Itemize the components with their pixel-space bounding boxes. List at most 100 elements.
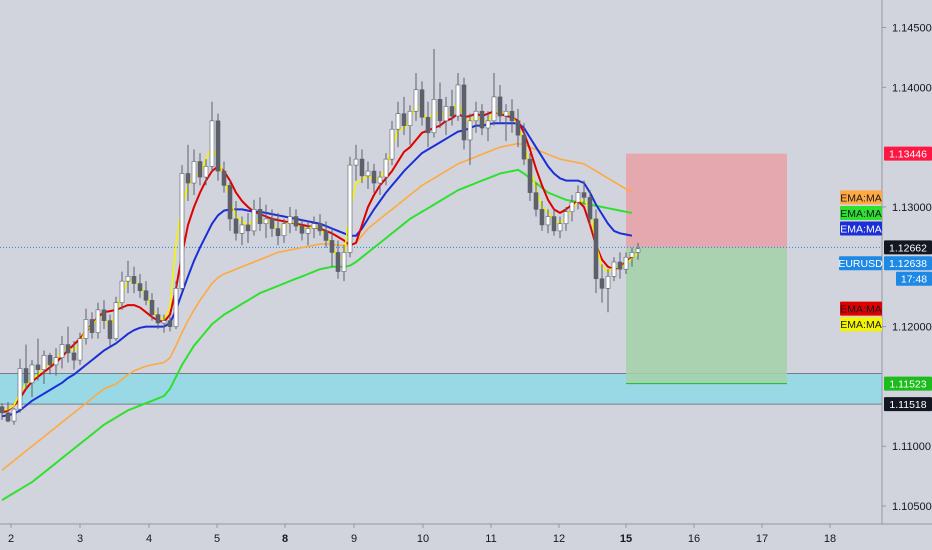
candle-body [503,110,509,117]
time-tick-label: 15 [620,533,632,545]
price-tag-label: EMA:MA [840,192,881,204]
candle-body [71,352,77,361]
candle-body [377,176,383,184]
price-tick-label: 1.14000 [892,82,932,94]
candle-body [251,209,257,232]
candle-body [533,192,539,210]
candle-body [137,283,143,292]
price-tag-label: 1.11523 [889,379,926,391]
candle-body [389,128,395,160]
candle-body [149,299,155,315]
price-tag-bg [896,271,932,286]
ema-blue-line [1,122,633,418]
price-tick-label: 1.13000 [892,202,932,214]
zones-layer [0,153,882,405]
candle-body [611,261,617,277]
price-tag-label: EMA:MA [840,319,881,331]
candle-body [227,185,233,220]
candle-body [527,158,533,193]
candle-body [101,309,107,321]
candle-body [539,209,545,226]
ema-orange-line [1,142,633,471]
candle-body [329,240,335,253]
candle-body [167,320,173,327]
candle-body [77,338,83,361]
price-tag-label: 1.13446 [889,149,927,161]
candle-body [485,120,491,129]
candle-body [173,288,179,327]
price-tick-label: 1.12000 [892,322,932,334]
price-axis[interactable]: 1.14500 1.14000 1.13000 1.12000 1.11000 1.105… [881,0,932,524]
candle-body [305,228,311,234]
ema-green-line [1,168,633,501]
price-tag-bg [840,221,882,236]
candle-body [233,218,239,234]
candle-body [509,110,515,122]
candle-body [623,256,629,270]
candle-body [341,252,347,272]
candle-body [575,192,581,203]
candle-body [35,364,41,370]
candle-body [221,170,227,186]
candle-body [191,161,197,184]
candle-body [263,218,269,225]
candle-body [521,134,527,160]
candle-body [239,224,245,234]
candle-body [431,98,437,134]
candle-body [89,319,95,333]
candle-body [323,230,329,241]
candle-body [65,344,71,354]
candle-body [269,218,275,229]
time-tick-label: 8 [282,533,288,545]
candle-body [365,170,371,177]
time-tick-label: 9 [351,533,357,545]
candle-body [47,355,53,366]
candle-body [557,223,563,232]
candle-body [29,364,35,384]
candle-body [473,110,479,122]
candle-body [425,116,431,134]
candle-body [413,89,419,112]
candle-body [143,290,149,301]
price-tag-bg [884,256,932,271]
time-tick-label: 11 [485,533,496,545]
time-tick-label: 10 [417,533,429,545]
candle-body [401,113,407,126]
time-tick-label: 2 [8,533,14,545]
price-tag-bg [840,301,882,316]
candle-body [0,406,5,414]
candle-body [347,164,353,253]
time-tick-label: 17 [756,533,768,545]
candle-body [107,320,113,339]
candle-body [179,173,185,289]
candle-body [569,201,575,213]
candle-body [95,309,101,333]
candle-body [635,248,641,253]
candle-body [437,98,443,122]
candle-body [335,252,341,272]
candle-body [479,110,485,129]
candle-body [629,252,635,258]
price-tags-layer: 1.13446 EMA:MA EMA:MA EMA:MA 1.12662 EURUSD 1.… [838,146,932,412]
candle-body [17,368,23,410]
candle-body [467,120,473,141]
candle-body [287,216,293,225]
candle-body [359,158,365,177]
candle-body [455,84,461,117]
candle-body [617,261,623,270]
candle-body [209,120,215,167]
candle-body [11,408,17,422]
time-tick-label: 3 [77,533,83,545]
candle-body [197,161,203,178]
candles-layer [0,49,641,425]
time-axis[interactable]: 2 3 4 5 8 9 10 11 12 15 16 17 18 [0,523,932,545]
candle-body [461,84,467,141]
price-tag-bg [840,205,882,220]
price-tick-label: 1.11000 [892,441,931,453]
candle-body [59,344,65,359]
candle-body [563,211,569,225]
price-tag-bg [840,190,882,205]
candle-body [593,218,599,280]
